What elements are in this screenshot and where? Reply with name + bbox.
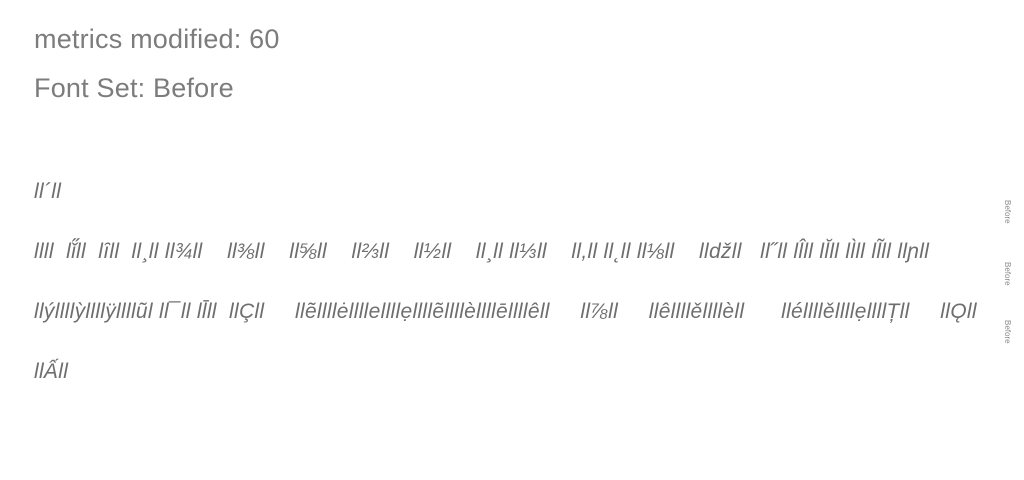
- side-before-label: Before: [1003, 200, 1012, 224]
- metrics-modified-label: metrics modified: 60: [34, 24, 280, 54]
- font-set-label: Font Set: Before: [34, 73, 234, 103]
- glyph-sample-line: llll lǐ̋ll lȋll ll¸ll ll¾ll ll⅜ll ll⅝ll …: [34, 240, 930, 263]
- glyph-sample-line: llẤll: [34, 360, 69, 383]
- glyph-sample-line: ll´ll: [34, 180, 62, 203]
- side-before-label: Before: [1003, 262, 1012, 286]
- glyph-sample-line: llýllllỳllllÿllllũl ll¯ll ll̄ll llÇll ll…: [34, 300, 977, 323]
- side-before-label: Before: [1003, 320, 1012, 344]
